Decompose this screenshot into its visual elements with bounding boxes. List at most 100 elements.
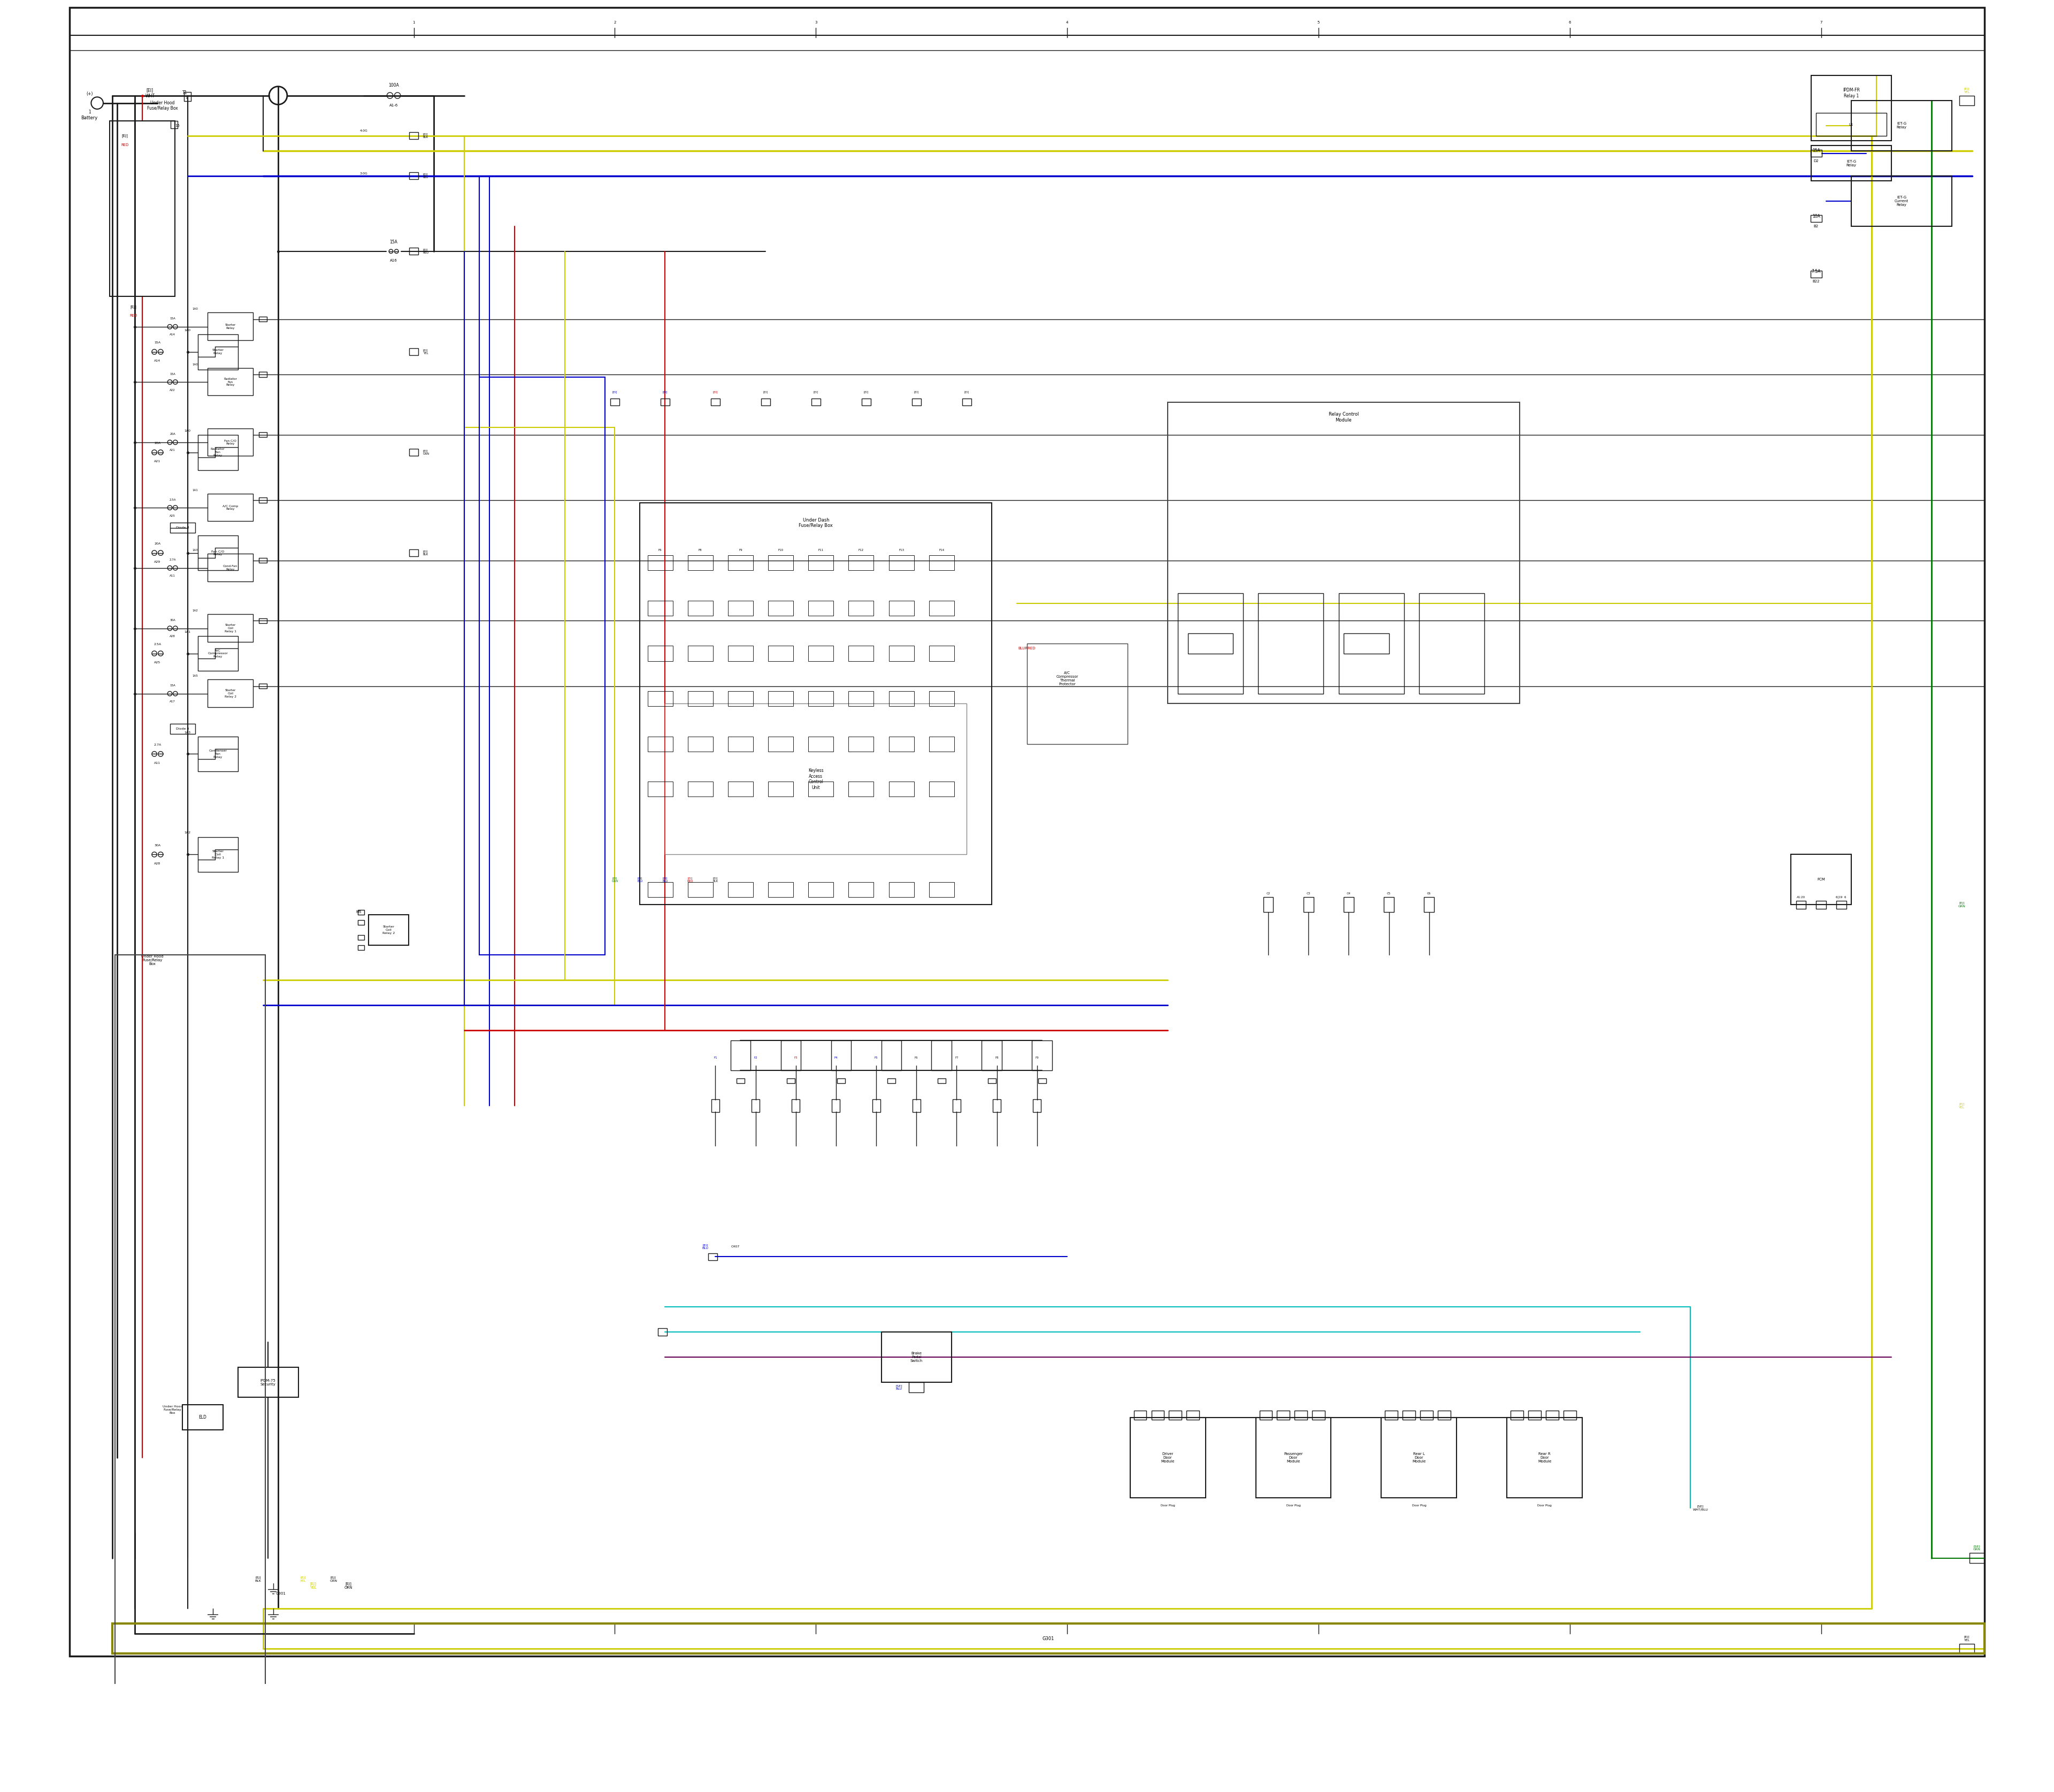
Text: Radiator
Fan
Relay: Radiator Fan Relay <box>224 378 236 387</box>
Bar <box>647 737 672 751</box>
Bar <box>809 781 834 797</box>
Bar <box>1816 113 1886 136</box>
Bar <box>809 737 834 751</box>
Text: Keyless
Access
Control
Unit: Keyless Access Control Unit <box>807 769 824 790</box>
Text: [EJ]
GRN: [EJ] GRN <box>1957 901 1966 907</box>
Text: [EI]: [EI] <box>612 391 618 394</box>
Text: Under Hood
Fuse/Relay Box: Under Hood Fuse/Relay Box <box>148 100 179 111</box>
Bar <box>1403 1410 1415 1419</box>
Bar <box>768 556 793 570</box>
Bar <box>1130 1417 1206 1498</box>
Text: C6: C6 <box>1428 892 1432 894</box>
Bar <box>259 618 267 624</box>
Text: A21: A21 <box>154 461 160 462</box>
Bar <box>768 692 793 706</box>
Text: D2: D2 <box>1814 159 1818 163</box>
Text: FCM: FCM <box>1818 878 1826 882</box>
Bar <box>1810 215 1822 222</box>
Bar <box>1033 1100 1041 1113</box>
Text: M5: M5 <box>355 910 362 914</box>
Bar <box>1851 176 1951 226</box>
Text: [EJ]: [EJ] <box>121 134 127 138</box>
Bar <box>809 692 834 706</box>
Bar <box>688 781 713 797</box>
Text: C4: C4 <box>1347 892 1352 894</box>
Text: Starter
Coil
Relay 1: Starter Coil Relay 1 <box>212 849 224 858</box>
Bar <box>737 1079 744 1082</box>
Text: 1A0: 1A0 <box>193 308 197 310</box>
Bar <box>809 882 834 898</box>
Text: 15A: 15A <box>170 317 175 321</box>
Bar <box>1419 593 1485 694</box>
Bar <box>709 1253 717 1260</box>
Bar <box>1177 593 1243 694</box>
Bar <box>889 882 914 898</box>
Bar <box>115 955 265 1792</box>
Bar <box>207 493 253 521</box>
Bar <box>688 600 713 616</box>
Text: F11: F11 <box>817 548 824 552</box>
Text: 5: 5 <box>1317 22 1319 25</box>
Text: A16: A16 <box>390 258 396 262</box>
Bar <box>1255 1417 1331 1498</box>
Bar <box>848 882 873 898</box>
Bar <box>688 737 713 751</box>
Bar <box>1547 1410 1559 1419</box>
Bar <box>1563 1410 1575 1419</box>
Text: Rear R
Door
Module: Rear R Door Module <box>1538 1452 1551 1462</box>
Text: 2.5A: 2.5A <box>168 498 177 502</box>
Text: [EI]: [EI] <box>914 391 918 394</box>
Text: Condenser
Fan
Relay: Condenser Fan Relay <box>210 749 226 758</box>
Text: 30A: 30A <box>170 618 175 622</box>
Bar <box>809 556 834 570</box>
Bar <box>889 556 914 570</box>
Text: A25: A25 <box>170 514 175 518</box>
Bar <box>259 432 267 437</box>
Text: Rear L
Door
Module: Rear L Door Module <box>1413 1452 1425 1462</box>
Bar <box>409 133 419 140</box>
Text: Under Hood
Fuse/Relay
Box: Under Hood Fuse/Relay Box <box>162 1405 183 1414</box>
Text: [EJ]
YEL: [EJ] YEL <box>1964 1636 1970 1641</box>
Text: 1: 1 <box>413 22 415 25</box>
Text: [EI]
BLU: [EI] BLU <box>702 1244 709 1249</box>
Text: [EI]
YEL: [EI] YEL <box>423 349 427 355</box>
Text: [EI]
BLU: [EI] BLU <box>637 876 643 882</box>
Text: [SE]
GRN: [SE] GRN <box>1974 1545 1980 1552</box>
Bar <box>647 645 672 661</box>
Bar <box>409 247 419 254</box>
Text: C407: C407 <box>731 1245 739 1247</box>
Bar <box>848 645 873 661</box>
Text: F10: F10 <box>778 548 783 552</box>
Bar <box>661 398 670 405</box>
Bar <box>791 1100 799 1113</box>
Text: [EJ]
BLK: [EJ] BLK <box>255 1577 261 1582</box>
Text: [EJ]
ORN: [EJ] ORN <box>329 1577 337 1582</box>
Bar <box>727 645 754 661</box>
Bar <box>711 1100 719 1113</box>
Bar <box>889 692 914 706</box>
Text: A28: A28 <box>154 862 160 866</box>
Bar <box>762 398 770 405</box>
Text: RED: RED <box>129 314 138 317</box>
Text: 1A2: 1A2 <box>185 831 191 835</box>
Bar <box>727 737 754 751</box>
Bar <box>1259 593 1323 694</box>
Bar <box>197 536 238 570</box>
Text: [EI]
BLK: [EI] BLK <box>423 550 429 556</box>
Bar <box>1812 145 1892 181</box>
Text: [SE]
BLU: [SE] BLU <box>896 1385 902 1391</box>
Bar <box>357 910 364 914</box>
Bar <box>1259 1410 1271 1419</box>
Bar <box>170 724 195 735</box>
Text: Diode 4: Diode 4 <box>177 728 189 729</box>
Text: Cond.Fan
Relay: Cond.Fan Relay <box>224 564 238 572</box>
Text: Relay Control
Module: Relay Control Module <box>1329 412 1360 423</box>
Bar <box>1970 1554 1984 1563</box>
Bar <box>912 398 920 405</box>
Bar <box>1304 898 1313 912</box>
Text: ELD: ELD <box>199 1416 207 1419</box>
Bar <box>207 554 253 582</box>
Bar <box>183 1405 222 1430</box>
Text: Door Plug: Door Plug <box>1538 1503 1553 1507</box>
Bar <box>908 1382 924 1392</box>
